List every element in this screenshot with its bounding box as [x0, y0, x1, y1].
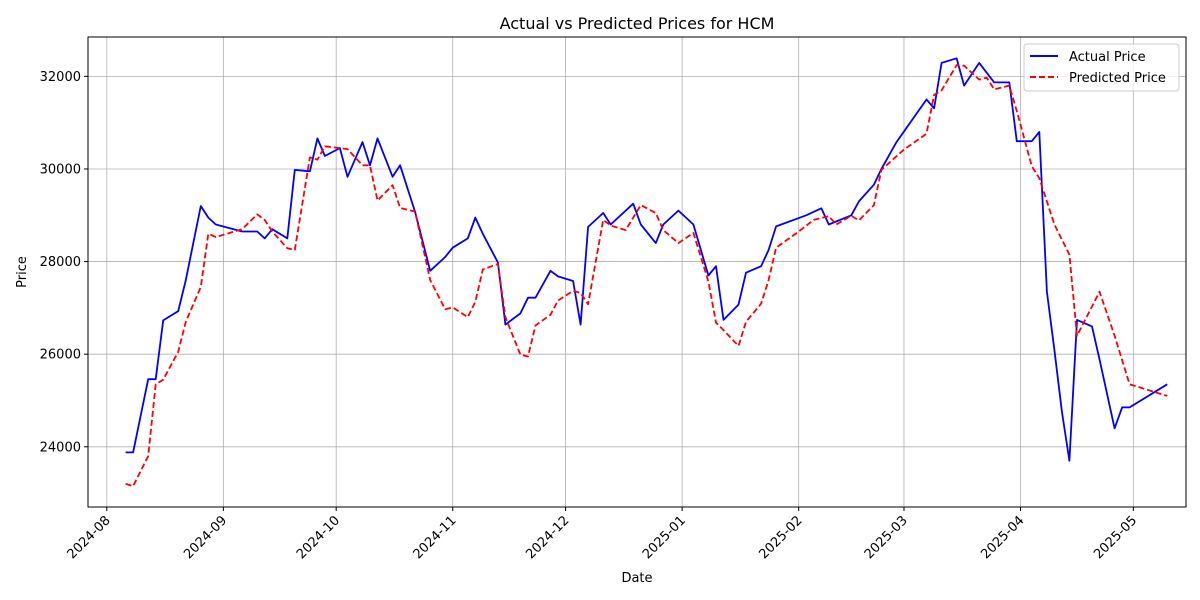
plot-frame	[87, 36, 1187, 508]
y-axis: 24000 26000 28000 30000 32000	[40, 70, 88, 455]
y-tick-label: 26000	[40, 348, 81, 363]
y-axis-label: Price	[15, 256, 30, 288]
series-layer	[125, 57, 1168, 488]
legend-actual-label: Actual Price	[1069, 50, 1146, 65]
x-axis-label: Date	[621, 571, 652, 586]
y-tick-label: 24000	[40, 440, 81, 455]
y-tick-label: 30000	[40, 162, 81, 177]
legend-box	[1023, 43, 1180, 92]
actual-price-line	[125, 57, 1168, 462]
chart-title: Actual vs Predicted Prices for HCM	[500, 14, 775, 33]
y-tick-label: 32000	[40, 70, 81, 85]
legend-predicted-label: Predicted Price	[1069, 71, 1166, 86]
y-tick-label: 28000	[40, 255, 81, 270]
grid	[88, 37, 1186, 507]
legend: Actual Price Predicted Price	[1023, 43, 1180, 92]
